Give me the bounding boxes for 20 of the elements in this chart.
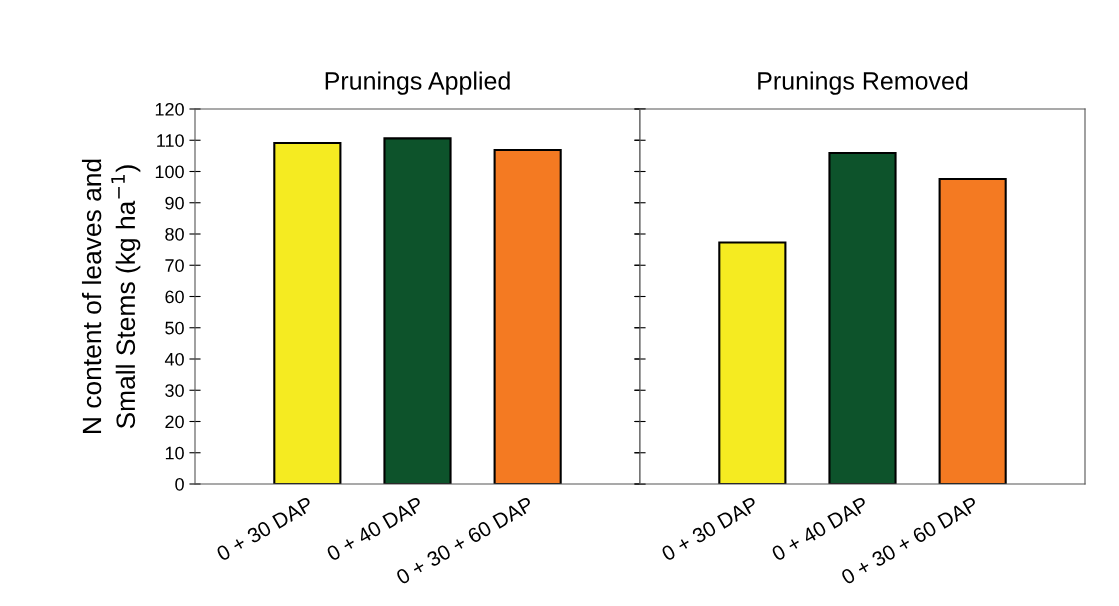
y-tick-label: 70 <box>165 259 184 272</box>
y-tick-label: 50 <box>165 321 184 335</box>
y-tick-label: 20 <box>165 415 184 429</box>
chart-title: Prunings Applied <box>325 71 510 95</box>
y-tick-label: 0 <box>175 477 184 491</box>
chart-title: Prunings Removed <box>758 71 968 95</box>
y-tick-label: 40 <box>164 352 184 366</box>
y-tick-label: 10 <box>165 446 184 460</box>
x-tick-label: 0 + 30 DAP <box>215 496 315 562</box>
x-tick-label: 0 + 30 DAP <box>660 496 760 562</box>
y-tick-label: 30 <box>165 384 184 397</box>
y-tick-label: 120 <box>155 102 184 116</box>
y-tick-label: 110 <box>157 134 184 147</box>
x-tick-label: 0 + 40 DAP <box>325 496 425 562</box>
y-axis-title: N content of leaves and Small Stems (kg ha$^{−1}$) <box>81 159 141 433</box>
x-tick-label: 0 + 40 DAP <box>770 496 870 562</box>
y-tick-label: 60 <box>165 290 184 304</box>
y-tick-label: 90 <box>165 196 184 210</box>
y-tick-label: 80 <box>165 227 184 241</box>
y-tick-label: 100 <box>155 165 184 179</box>
